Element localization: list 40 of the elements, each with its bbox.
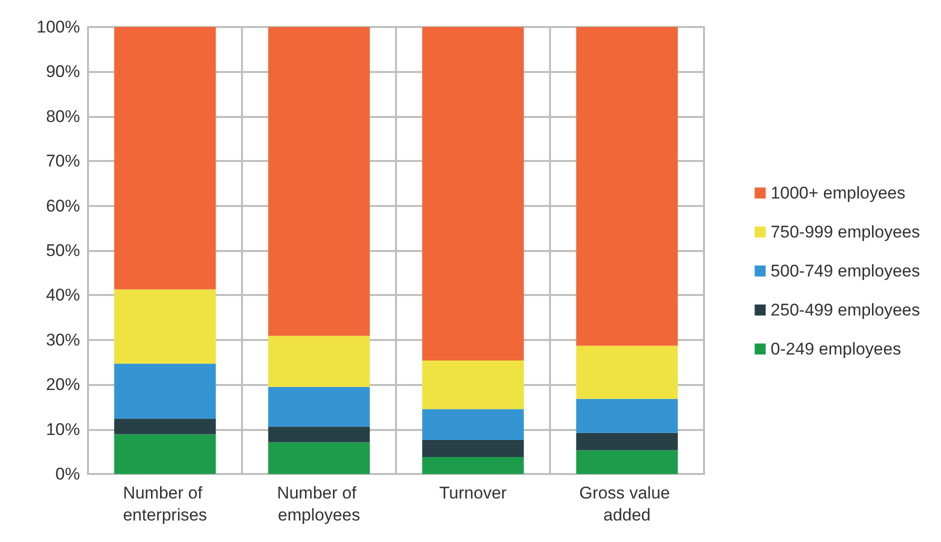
- bar: [422, 440, 524, 458]
- y-tick-label: 50%: [46, 241, 80, 260]
- x-tick-label: Gross value added: [579, 484, 675, 524]
- y-tick-label: 70%: [46, 152, 80, 171]
- bar: [114, 364, 216, 419]
- y-tick-label: 30%: [46, 330, 80, 350]
- bar: [114, 27, 216, 290]
- y-tick-label: 100%: [36, 18, 80, 36]
- legend-label: 750-999 employees: [770, 222, 920, 242]
- bar: [576, 398, 678, 433]
- bar: [422, 27, 524, 360]
- y-tick-label: 90%: [46, 62, 80, 82]
- bar: [422, 360, 524, 410]
- legend-label: 0-249 employees: [770, 340, 902, 358]
- legend-label: 1000+ employees: [770, 184, 906, 202]
- x-tick-label: Number of employees: [276, 484, 362, 524]
- bar: [268, 442, 370, 474]
- y-tick-label: 60%: [46, 196, 80, 216]
- bar: [576, 346, 678, 399]
- bar: [576, 450, 678, 474]
- y-tick-label: 20%: [46, 375, 80, 394]
- legend-label: 500-749 employees: [770, 262, 920, 280]
- legend-label: 250-499 employees: [770, 300, 920, 320]
- y-tick-label: 40%: [46, 286, 80, 305]
- bar: [268, 27, 370, 336]
- y-tick-label: 80%: [46, 106, 80, 126]
- bar: [268, 336, 370, 387]
- x-tick-label: Number of enterprises: [122, 484, 208, 524]
- bar: [114, 434, 216, 474]
- bar: [576, 432, 678, 450]
- bar: [422, 409, 524, 440]
- bar: [114, 418, 216, 434]
- bar: [114, 289, 216, 364]
- bar: [576, 27, 678, 346]
- x-tick-label: Turnover: [439, 484, 508, 502]
- y-tick-label: 0%: [55, 464, 80, 484]
- bar: [422, 457, 524, 474]
- y-tick-label: 10%: [46, 420, 80, 439]
- bar: [268, 386, 370, 427]
- bar: [268, 426, 370, 442]
